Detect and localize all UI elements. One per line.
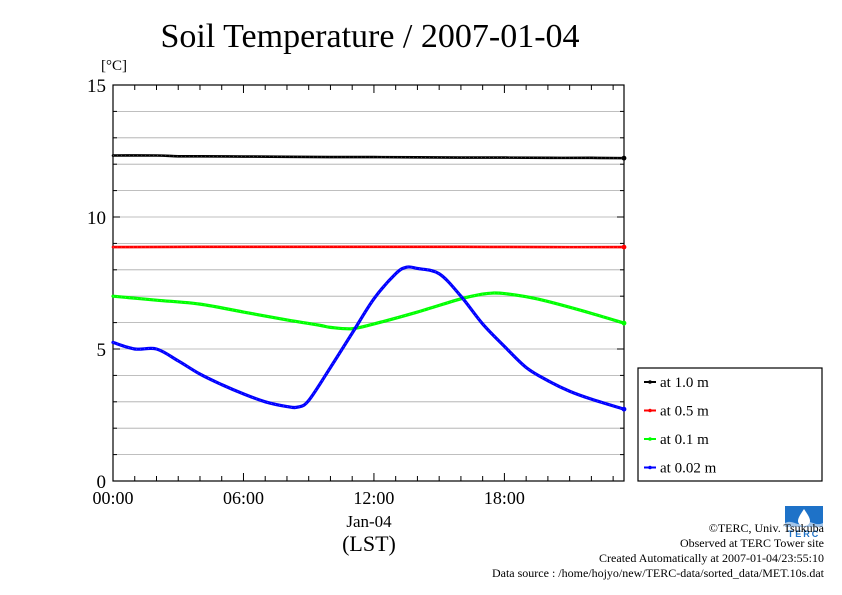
legend-marker-3 bbox=[648, 465, 652, 470]
grid-lines bbox=[113, 111, 624, 456]
legend: at 1.0 m at 0.5 m at 0.1 m at 0.02 m bbox=[637, 367, 823, 482]
terc-logo-text: TERC bbox=[788, 529, 821, 539]
y-axis-label: [°C] bbox=[101, 58, 127, 74]
legend-label-3: at 0.02 m bbox=[660, 461, 717, 477]
observed-text: Observed at TERC Tower site bbox=[679, 536, 824, 550]
x-tick-label-0000: 00:00 bbox=[92, 488, 133, 508]
y-tick-labels: 0 5 10 15 bbox=[87, 76, 106, 493]
series-2 bbox=[111, 291, 627, 331]
series-3 bbox=[111, 265, 627, 412]
credits-block: ©TERC, Univ. Tsukuba Observed at TERC To… bbox=[492, 521, 824, 581]
series-line-highlight-2 bbox=[112, 292, 625, 330]
series-line-2 bbox=[111, 291, 626, 331]
y-tick-label-5: 5 bbox=[97, 340, 107, 361]
series-end-point-2 bbox=[621, 320, 627, 326]
series-end-point-1 bbox=[621, 244, 627, 250]
legend-marker-2 bbox=[648, 437, 652, 441]
plot-frame bbox=[112, 84, 625, 482]
series-line-3 bbox=[111, 265, 626, 411]
y-tick-label-0: 0 bbox=[97, 472, 107, 493]
date-label: Jan-04 bbox=[346, 512, 392, 531]
legend-marker-0 bbox=[648, 380, 652, 384]
series-layer bbox=[111, 154, 627, 412]
data-source-text: Data source : /home/hojyo/new/TERC-data/… bbox=[491, 566, 824, 580]
series-line-0 bbox=[111, 154, 626, 160]
series-end-point-0 bbox=[621, 155, 627, 161]
y-tick-label-15: 15 bbox=[87, 76, 106, 97]
series-line-highlight-3 bbox=[112, 266, 625, 410]
x-tick-label-1800: 18:00 bbox=[484, 488, 525, 508]
terc-logo: TERC bbox=[783, 503, 825, 539]
legend-label-0: at 1.0 m bbox=[660, 375, 709, 391]
series-1 bbox=[111, 244, 627, 250]
axis-ticks bbox=[112, 84, 624, 482]
series-end-point-3 bbox=[621, 406, 627, 412]
legend-label-2: at 0.1 m bbox=[660, 432, 709, 448]
copyright-text: ©TERC, Univ. Tsukuba bbox=[708, 521, 824, 535]
series-0 bbox=[111, 154, 627, 161]
x-tick-labels: 00:00 06:00 12:00 18:00 bbox=[92, 488, 524, 508]
created-text: Created Automatically at 2007-01-04/23:5… bbox=[599, 551, 824, 565]
chart-title: Soil Temperature / 2007-01-04 bbox=[160, 18, 579, 55]
legend-marker-1 bbox=[648, 408, 652, 413]
x-tick-label-1200: 12:00 bbox=[353, 488, 394, 508]
x-axis-label: (LST) bbox=[342, 531, 396, 556]
y-tick-label-10: 10 bbox=[87, 208, 106, 229]
legend-box bbox=[637, 367, 823, 482]
x-tick-label-0600: 06:00 bbox=[223, 488, 264, 508]
legend-label-1: at 0.5 m bbox=[660, 404, 709, 420]
